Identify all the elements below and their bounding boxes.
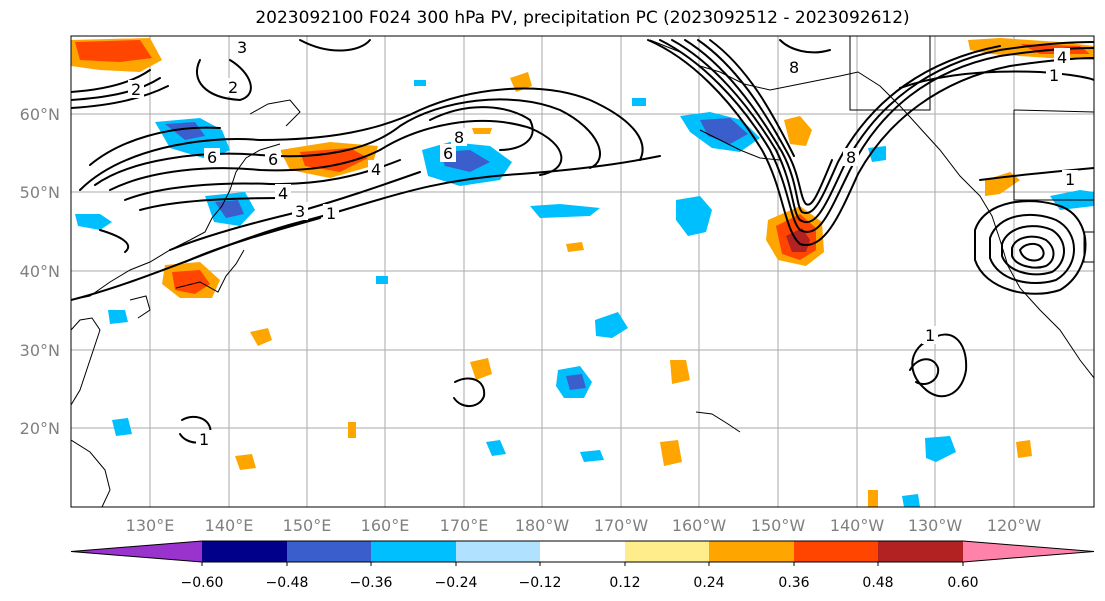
contour-label: 1 <box>1049 66 1059 85</box>
graticule <box>71 36 1094 507</box>
lat-label: 20°N <box>20 419 60 438</box>
longitude-labels: 130°E 140°E 150°E 160°E 170°E 180°W 170°… <box>126 516 1042 535</box>
colorbar-segment <box>963 541 1094 562</box>
colorbar-tick-label: 0.24 <box>693 575 724 591</box>
lon-label: 130°W <box>908 516 963 535</box>
contour-label: 2 <box>228 78 238 97</box>
colorbar-tick-label: 0.48 <box>862 575 893 591</box>
colorbar-tick-label: −0.60 <box>181 575 224 591</box>
colorbar-segment <box>625 541 709 562</box>
colorbar-tick-label: −0.48 <box>266 575 309 591</box>
map-layers <box>71 36 1094 507</box>
lat-label: 60°N <box>20 105 60 124</box>
lon-label: 150°W <box>751 516 806 535</box>
lon-label: 150°E <box>283 516 332 535</box>
lat-label: 50°N <box>20 183 60 202</box>
contour-labels: 3 2 6 6 4 3 1 4 6 8 8 2 8 1 4 1 1 1 <box>128 38 1078 449</box>
colorbar-segment <box>878 541 963 562</box>
colorbar-segment <box>71 541 202 562</box>
colorbar-segment <box>371 541 456 562</box>
lon-label: 140°E <box>205 516 254 535</box>
colorbar-tick-label: −0.24 <box>435 575 478 591</box>
contour-label: 3 <box>295 202 305 221</box>
colorbar-segment <box>456 541 540 562</box>
colorbar-segment <box>709 541 794 562</box>
pv-contours <box>71 39 1094 444</box>
map-title: 2023092100 F024 300 hPa PV, precipitatio… <box>255 8 910 28</box>
colorbar-tick-label: 0.36 <box>778 575 809 591</box>
contour-label: 4 <box>371 160 381 179</box>
lon-label: 170°W <box>594 516 649 535</box>
contour-label: 1 <box>1065 170 1075 189</box>
colorbar-tick-label: 0.12 <box>609 575 640 591</box>
lon-label: 130°E <box>126 516 175 535</box>
contour-label: 6 <box>443 144 453 163</box>
colorbar-tick-label: −0.12 <box>519 575 562 591</box>
contour-label: 1 <box>199 430 209 449</box>
colorbar-tick-labels: −0.60 −0.48 −0.36 −0.24 −0.12 0.12 0.24 … <box>181 575 979 591</box>
lon-label: 180°W <box>515 516 570 535</box>
colorbar-tick-label: −0.36 <box>350 575 393 591</box>
colorbar-segment <box>794 541 878 562</box>
contour-label: 2 <box>131 80 141 99</box>
contour-label: 1 <box>326 204 336 223</box>
lon-label: 160°E <box>361 516 410 535</box>
lat-label: 40°N <box>20 262 60 281</box>
colorbar-tick-label: 0.60 <box>947 575 978 591</box>
contour-label: 3 <box>237 38 247 57</box>
lat-label: 30°N <box>20 341 60 360</box>
contour-label: 8 <box>454 128 464 147</box>
lon-label: 120°W <box>987 516 1042 535</box>
coastlines <box>71 36 1094 507</box>
lon-label: 160°W <box>672 516 727 535</box>
contour-label: 4 <box>1057 48 1067 67</box>
contour-label: 6 <box>207 148 217 167</box>
precip-negative-areas <box>75 80 1094 507</box>
contour-label: 1 <box>925 326 935 345</box>
colorbar-segment <box>540 541 625 562</box>
plot-frame <box>70 35 1095 508</box>
contour-label: 6 <box>268 150 278 169</box>
contour-label: 8 <box>846 148 856 167</box>
lon-label: 140°W <box>830 516 885 535</box>
lon-label: 170°E <box>440 516 489 535</box>
colorbar <box>70 540 1095 566</box>
contour-label: 4 <box>278 184 288 203</box>
colorbar-segment <box>202 541 287 562</box>
contour-label: 8 <box>789 58 799 77</box>
colorbar-segment <box>287 541 371 562</box>
latitude-labels: 60°N 50°N 40°N 30°N 20°N <box>20 105 60 438</box>
